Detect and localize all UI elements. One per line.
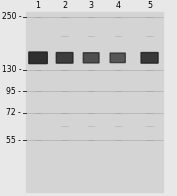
FancyBboxPatch shape [110, 53, 125, 63]
FancyBboxPatch shape [29, 52, 47, 64]
Bar [52, 12, 79, 192]
Text: 4: 4 [115, 1, 120, 10]
Text: 72 -: 72 - [7, 108, 21, 117]
Bar [132, 12, 163, 192]
Text: 250 -: 250 - [2, 12, 21, 21]
Bar [79, 12, 105, 192]
Text: 1: 1 [36, 1, 41, 10]
Text: 130 -: 130 - [2, 65, 21, 74]
Bar [105, 12, 132, 192]
Bar [26, 12, 52, 192]
Text: 95 -: 95 - [6, 87, 21, 96]
Text: 3: 3 [89, 1, 94, 10]
Text: 55 -: 55 - [6, 136, 21, 145]
FancyBboxPatch shape [83, 53, 99, 63]
Text: 2: 2 [62, 1, 67, 10]
Text: 5: 5 [147, 1, 152, 10]
FancyBboxPatch shape [141, 53, 158, 63]
FancyBboxPatch shape [56, 53, 73, 63]
